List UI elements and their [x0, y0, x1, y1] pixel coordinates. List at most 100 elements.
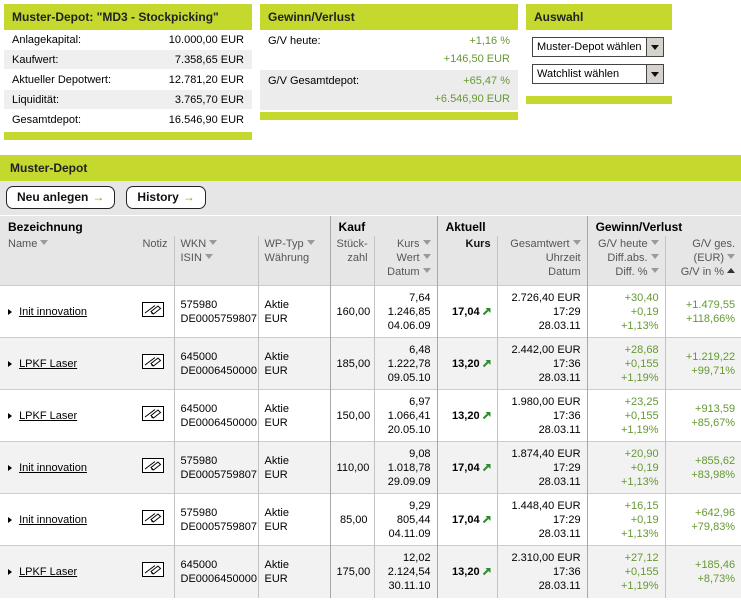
name-link[interactable]: LPKF Laser	[19, 409, 78, 422]
expand-icon[interactable]	[8, 412, 12, 419]
waehrung: EUR	[264, 416, 288, 429]
diff-abs: +0,19	[630, 513, 659, 526]
name-link[interactable]: Init innovation	[19, 461, 87, 474]
sort-asc-icon	[727, 268, 736, 273]
gv-ges-cell: +1.219,22 +99,71%	[664, 337, 741, 390]
gv-ges-eur: +1.219,22	[685, 350, 736, 363]
table-row: Init innovation 575980 DE0005759807 Akti…	[0, 493, 741, 546]
section-title: Muster-Depot	[0, 155, 741, 181]
chevron-down-icon	[651, 71, 659, 77]
notiz-cell	[132, 286, 174, 338]
note-icon[interactable]	[141, 562, 164, 578]
kurs-up-icon	[482, 359, 491, 367]
expand-icon[interactable]	[8, 308, 12, 315]
uhrzeit: 17:36	[553, 565, 581, 578]
kauf-kurs: 6,48	[409, 343, 431, 356]
gesamtwert: 2.442,00 EUR	[511, 343, 581, 356]
group-header-aktuell: Aktuell	[436, 216, 588, 236]
expand-icon[interactable]	[8, 360, 12, 367]
sort-desc-icon	[727, 254, 736, 259]
history-button[interactable]: History →	[126, 186, 206, 209]
kurs-up-icon	[482, 515, 491, 523]
notiz-cell	[132, 494, 174, 546]
isin: DE0005759807	[180, 468, 257, 481]
gv-heute: +23,25	[624, 395, 659, 408]
group-header-kauf: Kauf	[329, 216, 438, 236]
kurs: 13,20	[452, 409, 480, 422]
name-link[interactable]: LPKF Laser	[19, 565, 78, 578]
wp-typ: Aktie	[264, 402, 289, 415]
gv-ges-cell: +855,62 +83,98%	[664, 441, 741, 494]
col-header-aktuell-kurs: Kurs	[436, 236, 498, 286]
name-cell: Init innovation	[0, 442, 132, 494]
kurs-cell: 17,04	[436, 285, 498, 338]
note-icon[interactable]	[141, 302, 164, 317]
sort-desc-icon	[422, 254, 431, 259]
isin: DE0005759807	[180, 520, 257, 533]
aktuell-cell: 2.310,00 EUR 17:36 28.03.11	[496, 545, 588, 598]
kauf-wert: 2.124,54	[387, 565, 431, 578]
diff-abs: +0,155	[624, 409, 659, 422]
summary-value: 10.000,00 EUR	[168, 33, 244, 46]
gv-heute-cell: +20,90 +0,19 +1,13%	[586, 441, 666, 494]
wkn: 645000	[180, 402, 218, 415]
kauf-cell: 9,08 1.018,78 29.09.09	[373, 441, 438, 494]
col-header-gv-heute[interactable]: G/V heute Diff.abs. Diff. %	[586, 236, 666, 286]
dropdown-button[interactable]	[646, 38, 663, 56]
expand-icon[interactable]	[8, 464, 12, 471]
col-header-gesamtwert[interactable]: Gesamtwert Uhrzeit Datum	[496, 236, 588, 286]
gv-ges-pct: +118,66%	[686, 312, 736, 325]
diff-abs: +0,155	[624, 565, 659, 578]
gv-ges-pct: +99,71%	[691, 364, 736, 377]
sort-desc-icon	[204, 254, 213, 259]
expand-icon[interactable]	[8, 516, 12, 523]
depot-panel-title: Muster-Depot: "MD3 - Stockpicking"	[4, 4, 252, 30]
isin: DE0005759807	[180, 312, 257, 325]
watchlist-select-value: Watchlist wählen	[537, 68, 620, 80]
kauf-cell: 12,02 2.124,54 30.11.10	[373, 545, 438, 598]
wp-typ: Aktie	[264, 350, 289, 363]
aktuell-cell: 2.726,40 EUR 17:29 28.03.11	[496, 285, 588, 338]
table-row: LPKF Laser 645000 DE0006450000 Aktie EUR…	[0, 389, 741, 442]
wkn: 575980	[180, 506, 218, 519]
aktuell-cell: 1.874,40 EUR 17:29 28.03.11	[496, 441, 588, 494]
kauf-cell: 7,64 1.246,85 04.06.09	[373, 285, 438, 338]
expand-icon[interactable]	[8, 568, 12, 575]
diff-pct: +1,13%	[620, 475, 659, 488]
uhrzeit: 17:29	[553, 461, 581, 474]
name-link[interactable]: Init innovation	[19, 513, 87, 526]
col-header-wkn-isin[interactable]: WKN ISIN	[173, 236, 258, 286]
sort-desc-icon	[650, 240, 659, 245]
kurs: 17,04	[452, 461, 480, 474]
dropdown-button[interactable]	[646, 65, 663, 83]
panel-bottom-strip	[4, 132, 252, 140]
group-header-gewinn-verlust: Gewinn/Verlust	[586, 216, 741, 236]
kauf-kurs: 9,08	[409, 447, 431, 460]
note-icon[interactable]	[141, 406, 164, 421]
datum: 28.03.11	[538, 579, 581, 592]
note-icon[interactable]	[141, 458, 164, 473]
name-link[interactable]: LPKF Laser	[19, 357, 78, 370]
gv-ges-cell: +642,96 +79,83%	[664, 493, 741, 546]
sort-desc-icon	[650, 254, 659, 259]
gv-heute-cell: +30,40 +0,19 +1,13%	[586, 285, 666, 338]
panel-bottom-strip	[260, 112, 518, 120]
muster-depot-select[interactable]: Muster-Depot wählen	[532, 37, 664, 57]
summary-label: Liquidität:	[12, 93, 60, 106]
kurs-cell: 13,20	[436, 389, 498, 442]
summary-row: Aktueller Depotwert: 12.781,20 EUR	[4, 70, 252, 90]
summary-row: Gesamtdepot: 16.546,90 EUR	[4, 110, 252, 130]
col-header-kauf-kurs-wert-datum[interactable]: Kurs Wert Datum	[373, 236, 438, 286]
new-depot-button[interactable]: Neu anlegen →	[6, 186, 116, 209]
note-icon[interactable]	[141, 510, 164, 525]
note-icon[interactable]	[141, 354, 164, 369]
name-link[interactable]: Init innovation	[19, 305, 87, 318]
gv-percent: +1,16 %	[469, 35, 510, 47]
wp-typ: Aktie	[264, 298, 289, 311]
col-header-name[interactable]: Name	[0, 236, 132, 286]
watchlist-select[interactable]: Watchlist wählen	[532, 64, 664, 84]
col-header-gv-ges[interactable]: G/V ges. (EUR) G/V in %	[664, 236, 741, 286]
kauf-datum: 04.11.09	[388, 527, 431, 540]
col-header-wptyp-waehrung[interactable]: WP-Typ Währung	[257, 236, 331, 286]
summary-value: 7.358,65 EUR	[174, 53, 244, 66]
